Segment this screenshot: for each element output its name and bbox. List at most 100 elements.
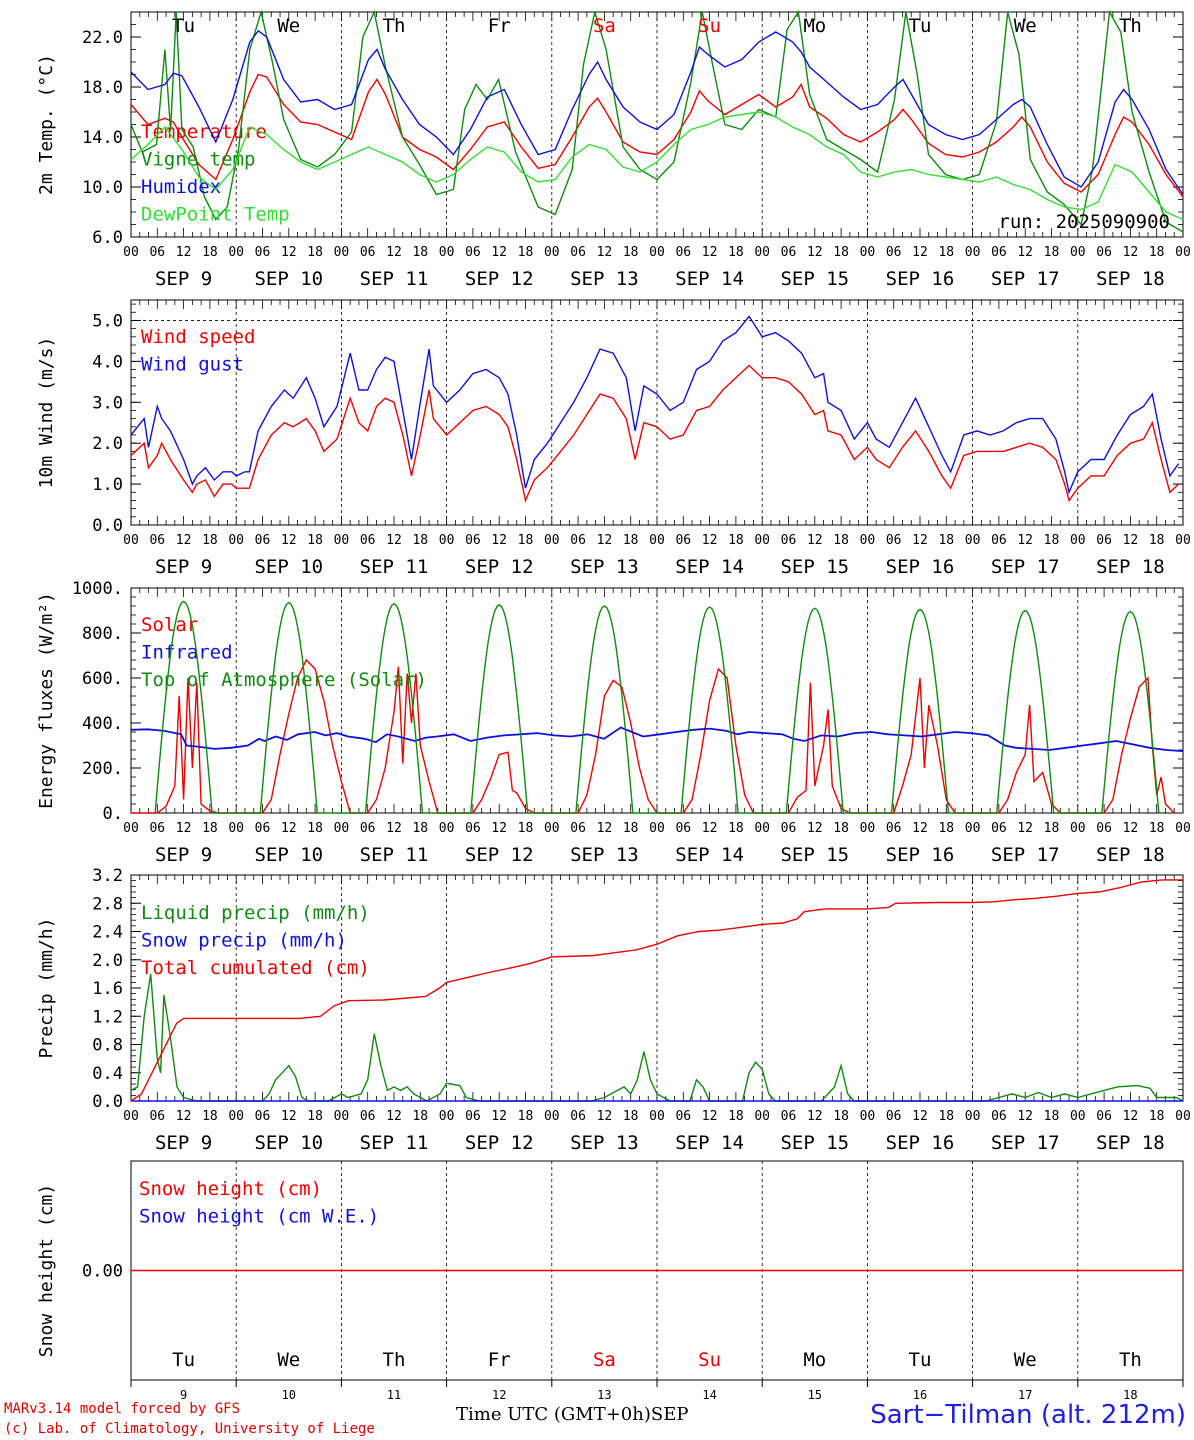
day-name-top: Fr [488,15,511,37]
hour-label: 06 [255,245,271,260]
hour-label: 06 [149,533,165,548]
hour-label: 06 [465,1109,481,1124]
day-name-top: We [1014,15,1037,37]
date-label: SEP 17 [991,556,1060,578]
hour-label: 00 [1070,245,1086,260]
hour-label: 06 [570,1109,586,1124]
hour-label: 06 [675,245,691,260]
hour-label: 00 [334,821,350,836]
day-number: 17 [1018,1388,1032,1402]
hour-label: 18 [1149,245,1165,260]
hour-label: 18 [728,821,744,836]
date-label: SEP 10 [254,268,323,290]
hour-label: 12 [1123,245,1139,260]
series-infrared [130,726,1184,752]
hour-label: 00 [1070,1109,1086,1124]
day-name-top: We [277,15,300,37]
run-annotation: run: 2025090900 [998,211,1170,233]
hour-label: 00 [1175,533,1191,548]
hour-label: 06 [886,1109,902,1124]
hour-label: 12 [386,245,402,260]
date-label: SEP 10 [254,1132,323,1154]
hour-label: 12 [702,821,718,836]
hour-label: 18 [938,1109,954,1124]
hour-label: 06 [991,245,1007,260]
date-label: SEP 13 [570,268,639,290]
hour-label: 12 [807,533,823,548]
y-tick-label: 1.6 [92,979,123,999]
hour-label: 12 [176,1109,192,1124]
hour-label: 00 [439,1109,455,1124]
hour-label: 12 [1017,821,1033,836]
hour-label: 00 [649,245,665,260]
station-name: Sart−Tilman (alt. 212m) [870,1400,1186,1430]
hour-label: 00 [860,1109,876,1124]
hour-label: 00 [228,1109,244,1124]
day-name-top: Sa [593,15,616,37]
series-wind-gust [130,315,1180,495]
hour-label: 18 [307,533,323,548]
hour-label: 18 [1044,245,1060,260]
hour-label: 06 [781,245,797,260]
day-number: 11 [387,1388,401,1402]
hour-label: 18 [728,1109,744,1124]
hour-label: 18 [518,821,534,836]
hour-label: 06 [255,533,271,548]
hour-label: 06 [1096,245,1112,260]
hour-label: 06 [1096,533,1112,548]
hour-label: 06 [149,245,165,260]
hour-label: 06 [781,821,797,836]
hour-label: 18 [833,245,849,260]
date-label: SEP 18 [1096,268,1165,290]
hour-label: 00 [544,245,560,260]
hour-label: 06 [886,821,902,836]
hour-label: 12 [912,821,928,836]
legend-2: Infrared [141,642,233,664]
hour-label: 06 [570,821,586,836]
hour-label: 12 [807,821,823,836]
day-number: 18 [1123,1388,1137,1402]
hour-label: 18 [518,1109,534,1124]
hour-label: 18 [412,533,428,548]
y-tick-label: 6.0 [92,228,123,248]
hour-label: 00 [649,821,665,836]
day-name-top: Tu [172,15,195,37]
legend-3: Total cumulated (cm) [141,957,370,979]
legend-4: DewPoint Temp [141,204,290,226]
hour-label: 06 [570,245,586,260]
y-tick-label: 2.0 [92,434,123,454]
hour-label: 06 [360,821,376,836]
date-label: SEP 13 [570,556,639,578]
y-tick-label: 2.8 [92,894,123,914]
day-name-bottom: We [1014,1349,1037,1371]
date-label: SEP 17 [991,268,1060,290]
hour-label: 18 [1044,533,1060,548]
hour-label: 18 [1044,1109,1060,1124]
hour-label: 06 [465,245,481,260]
date-label: SEP 15 [780,844,849,866]
date-label: SEP 9 [155,268,212,290]
date-label: SEP 14 [675,1132,744,1154]
hour-label: 12 [912,1109,928,1124]
day-name-bottom: Mo [803,1349,826,1371]
hour-label: 06 [675,1109,691,1124]
hour-label: 06 [991,821,1007,836]
hour-label: 00 [228,245,244,260]
lab-credit: (c) Lab. of Climatology, University of L… [4,1421,375,1437]
hour-label: 06 [1096,821,1112,836]
y-tick-label: 400. [82,714,123,734]
hour-label: 18 [202,1109,218,1124]
hour-label: 06 [886,533,902,548]
hour-label: 18 [833,533,849,548]
hour-label: 00 [123,1109,139,1124]
hour-label: 06 [149,821,165,836]
model-credit: MARv3.14 model forced by GFS [4,1401,241,1417]
hour-label: 12 [1123,533,1139,548]
legend-1: Wind speed [141,326,255,348]
panel-3: 0. 200. 400. 600. 800. 1000. Energy fluxes (W/… [36,579,1191,866]
hour-label: 12 [1017,1109,1033,1124]
hour-label: 18 [202,821,218,836]
date-label: SEP 13 [570,844,639,866]
plot-frame [130,587,1184,814]
